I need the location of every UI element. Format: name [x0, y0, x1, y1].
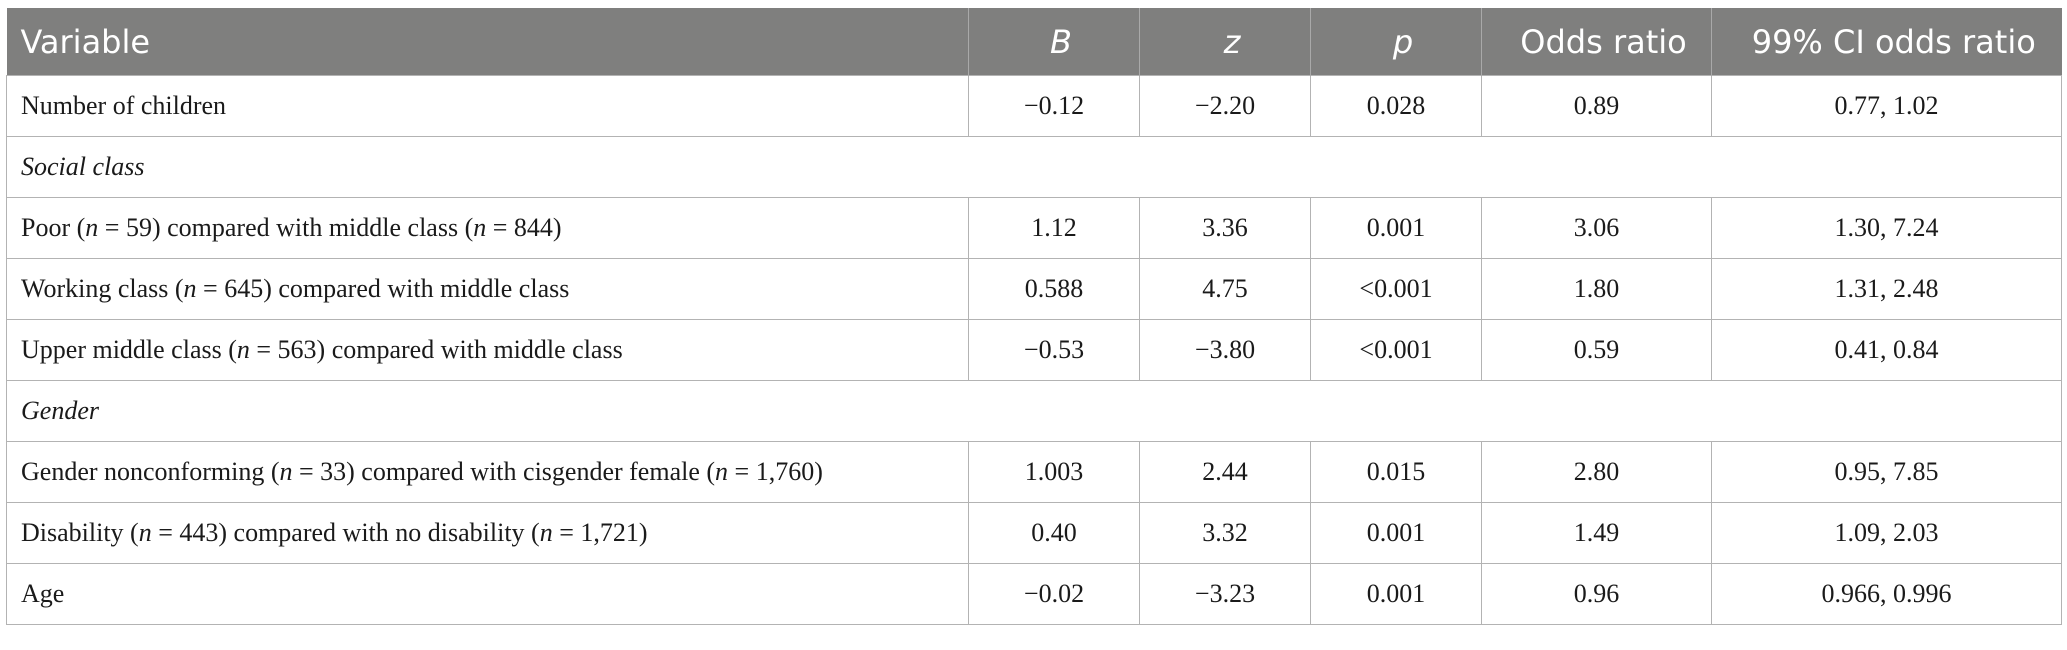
odds-ratio-cell: 1.49 [1481, 502, 1712, 564]
label-text: Gender nonconforming ( [21, 457, 280, 486]
n-symbol: n [138, 518, 152, 547]
b-cell: 1.003 [968, 441, 1140, 503]
section-row: Social class [6, 136, 2062, 198]
ci-cell: 0.966, 0.996 [1711, 563, 2062, 625]
p-cell: 0.015 [1310, 441, 1482, 503]
header-z: z [1139, 8, 1311, 76]
variable-cell: Upper middle class (n = 563) compared wi… [6, 319, 969, 381]
table-row: Poor (n = 59) compared with middle class… [6, 197, 2062, 259]
table-row: Working class (n = 645) compared with mi… [6, 258, 2062, 320]
table-row: Age −0.02 −3.23 0.001 0.96 0.966, 0.996 [6, 563, 2062, 625]
n-symbol: n [183, 274, 197, 303]
label-text: Upper middle class ( [21, 335, 237, 364]
p-cell: 0.001 [1310, 563, 1482, 625]
b-cell: −0.53 [968, 319, 1140, 381]
odds-ratio-cell: 0.96 [1481, 563, 1712, 625]
b-cell: 0.40 [968, 502, 1140, 564]
n-symbol: n [473, 213, 487, 242]
ci-cell: 1.09, 2.03 [1711, 502, 2062, 564]
ci-cell: 0.77, 1.02 [1711, 75, 2062, 137]
ci-cell: 1.30, 7.24 [1711, 197, 2062, 259]
variable-cell: Gender nonconforming (n = 33) compared w… [6, 441, 969, 503]
variable-cell: Poor (n = 59) compared with middle class… [6, 197, 969, 259]
odds-ratio-cell: 1.80 [1481, 258, 1712, 320]
odds-ratio-cell: 0.89 [1481, 75, 1712, 137]
b-cell: −0.02 [968, 563, 1140, 625]
header-odds-ratio: Odds ratio [1481, 8, 1712, 76]
header-ci: 99% CI odds ratio [1711, 8, 2062, 76]
b-cell: −0.12 [968, 75, 1140, 137]
table-row: Gender nonconforming (n = 33) compared w… [6, 441, 2062, 503]
header-variable: Variable [6, 8, 969, 76]
variable-cell: Number of children [6, 75, 969, 137]
variable-cell: Working class (n = 645) compared with mi… [6, 258, 969, 320]
label-text: = 1,760) [728, 457, 823, 486]
variable-cell: Disability (n = 443) compared with no di… [6, 502, 969, 564]
label-text: = 443) compared with no disability ( [151, 518, 540, 547]
p-cell: <0.001 [1310, 319, 1482, 381]
n-symbol: n [236, 335, 250, 364]
ci-cell: 0.95, 7.85 [1711, 441, 2062, 503]
n-symbol: n [715, 457, 729, 486]
label-text: Poor ( [21, 213, 86, 242]
table-row: Number of children −0.12 −2.20 0.028 0.89 0.7… [6, 75, 2062, 137]
p-cell: <0.001 [1310, 258, 1482, 320]
variable-cell: Age [6, 563, 969, 625]
p-cell: 0.001 [1310, 502, 1482, 564]
z-cell: −2.20 [1139, 75, 1311, 137]
z-cell: 3.36 [1139, 197, 1311, 259]
table-row: Upper middle class (n = 563) compared wi… [6, 319, 2062, 381]
table-row: Disability (n = 443) compared with no di… [6, 502, 2062, 564]
label-text: Working class ( [21, 274, 184, 303]
ci-cell: 0.41, 0.84 [1711, 319, 2062, 381]
section-label: Gender [6, 380, 2062, 442]
regression-table: Variable B z p Odds ratio 99% CI odds ra… [6, 8, 2062, 625]
ci-cell: 1.31, 2.48 [1711, 258, 2062, 320]
label-text: = 1,721) [552, 518, 648, 547]
label-text: = 563) compared with middle class [249, 335, 623, 364]
label-text: Disability ( [21, 518, 139, 547]
section-label: Social class [6, 136, 2062, 198]
z-cell: 3.32 [1139, 502, 1311, 564]
label-text: = 59) compared with middle class ( [98, 213, 474, 242]
z-cell: 2.44 [1139, 441, 1311, 503]
odds-ratio-cell: 0.59 [1481, 319, 1712, 381]
z-cell: −3.80 [1139, 319, 1311, 381]
n-symbol: n [279, 457, 293, 486]
label-text: = 645) compared with middle class [196, 274, 570, 303]
n-symbol: n [539, 518, 553, 547]
table-body: Number of children −0.12 −2.20 0.028 0.89 0.7… [6, 75, 2062, 625]
odds-ratio-cell: 3.06 [1481, 197, 1712, 259]
z-cell: −3.23 [1139, 563, 1311, 625]
label-text: = 33) compared with cisgender female ( [292, 457, 716, 486]
section-row: Gender [6, 380, 2062, 442]
p-cell: 0.028 [1310, 75, 1482, 137]
header-b: B [968, 8, 1140, 76]
n-symbol: n [85, 213, 99, 242]
p-cell: 0.001 [1310, 197, 1482, 259]
table-header-row: Variable B z p Odds ratio 99% CI odds ra… [6, 8, 2062, 76]
b-cell: 0.588 [968, 258, 1140, 320]
b-cell: 1.12 [968, 197, 1140, 259]
odds-ratio-cell: 2.80 [1481, 441, 1712, 503]
label-text: = 844) [486, 213, 562, 242]
z-cell: 4.75 [1139, 258, 1311, 320]
header-p: p [1310, 8, 1482, 76]
